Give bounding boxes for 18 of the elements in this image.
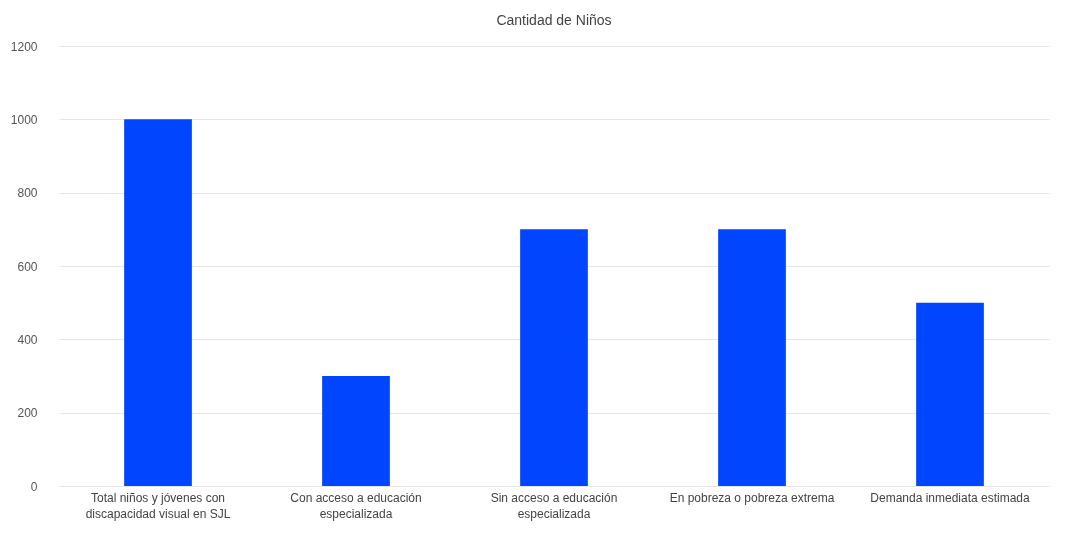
bar bbox=[322, 376, 390, 486]
y-tick-label: 400 bbox=[17, 332, 38, 347]
bar bbox=[718, 229, 786, 486]
chart-title: Cantidad de Niños bbox=[496, 12, 612, 28]
y-tick-label: 600 bbox=[17, 259, 38, 274]
x-tick-label: En pobreza o pobreza extrema bbox=[669, 490, 835, 505]
bar bbox=[520, 229, 588, 486]
y-tick-label: 800 bbox=[17, 186, 38, 201]
x-tick-label: Total niños y jóvenes con discapacidad visual en SJL bbox=[85, 490, 231, 521]
x-tick-label: Con acceso a educación especializada bbox=[290, 490, 422, 521]
bar bbox=[124, 119, 192, 486]
y-tick-label: 200 bbox=[17, 406, 38, 421]
y-tick-label: 0 bbox=[30, 479, 38, 494]
y-tick-label: 1000 bbox=[10, 112, 38, 127]
y-tick-label: 1200 bbox=[10, 39, 38, 54]
bar bbox=[916, 302, 984, 486]
x-tick-label: Sin acceso a educación especializada bbox=[490, 490, 618, 521]
x-tick-label: Demanda inmediata estimada bbox=[870, 490, 1031, 505]
